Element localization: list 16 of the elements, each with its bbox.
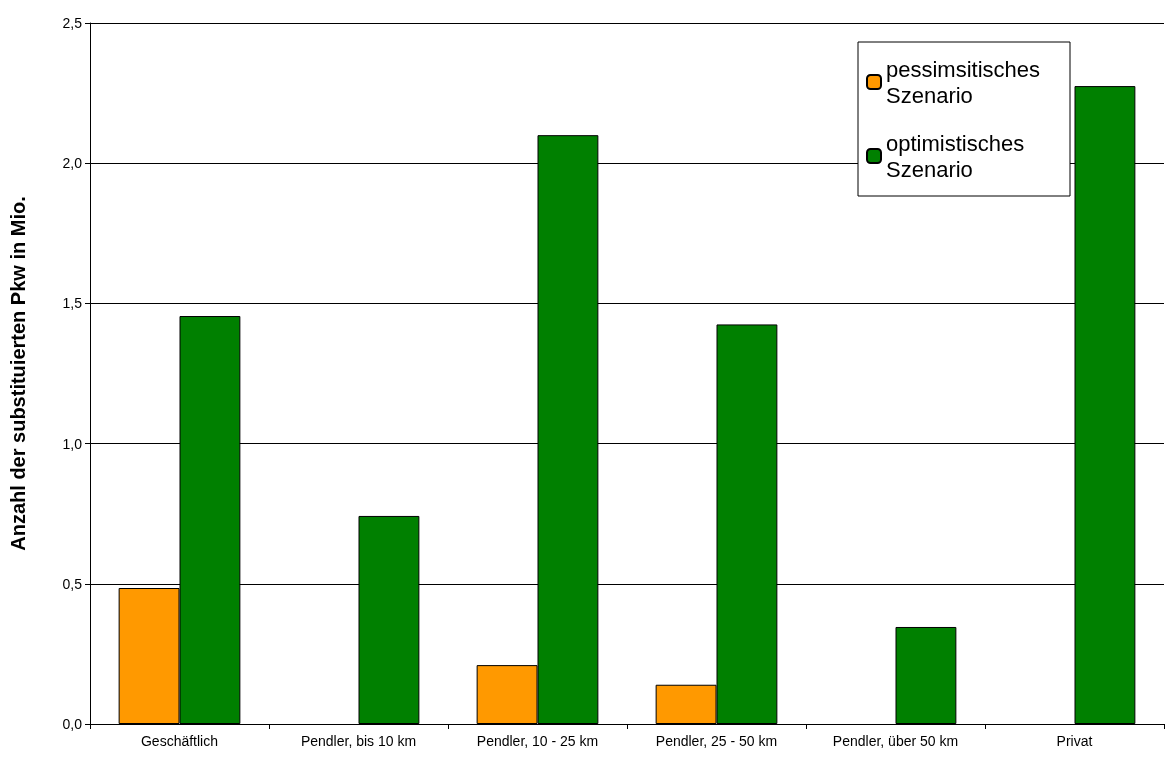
x-tick-label: Privat (1056, 733, 1093, 749)
bar (895, 626, 957, 724)
y-tick-label: 0,5 (62, 575, 83, 592)
y-axis-title: Anzahl der substituierten Pkw in Mio. (7, 196, 29, 551)
x-tick-label: Pendler, über 50 km (832, 733, 959, 749)
y-tick-label: 2,5 (62, 15, 83, 31)
x-tick-label: Pendler, bis 10 km (300, 733, 417, 749)
y-tick-label: 2,0 (62, 155, 83, 172)
y-tick-label: 1,0 (62, 435, 83, 452)
y-tick-label: 1,5 (62, 295, 83, 312)
y-tick-label: 0,0 (62, 716, 83, 732)
legend-label: optimistisches Szenario (886, 130, 1031, 182)
x-tick-label: Geschäftlich (140, 733, 219, 749)
legend-label: pessimsitisches Szenario (886, 56, 1047, 108)
x-tick-label: Pendler, 10 - 25 km (476, 733, 599, 749)
x-tick-label: Pendler, 25 - 50 km (655, 733, 778, 749)
